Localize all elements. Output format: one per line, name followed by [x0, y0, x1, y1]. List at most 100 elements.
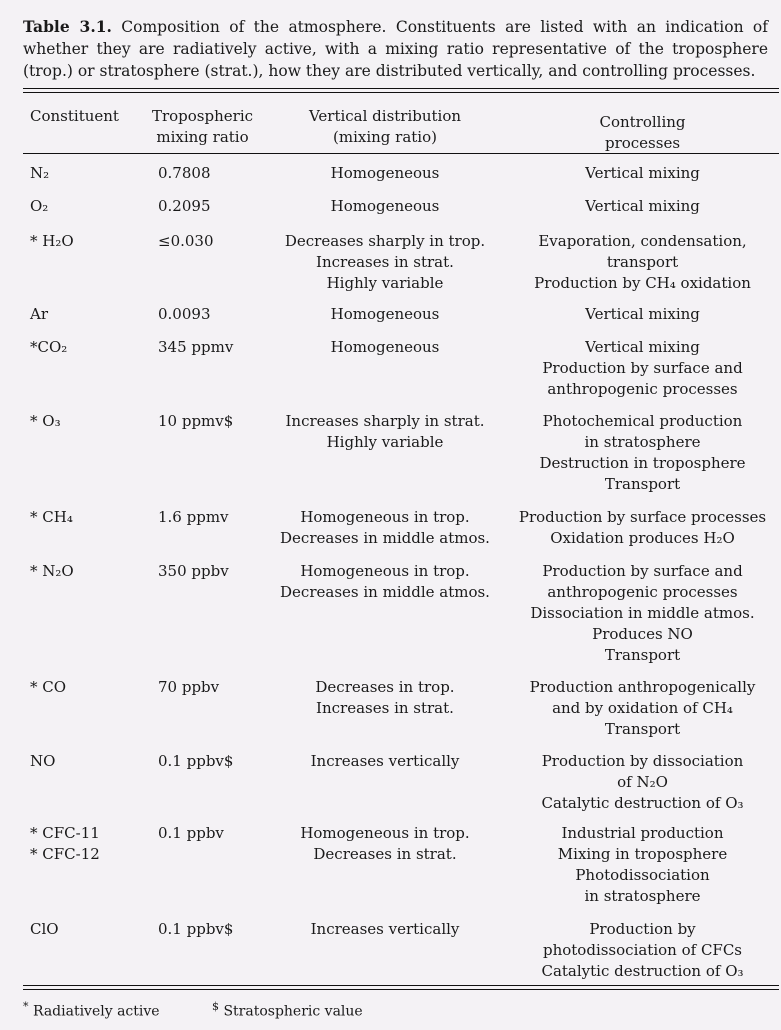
footnote-radiative: * Radiatively active	[23, 1000, 160, 1020]
mixing-ratio-cell-line: 0.1 ppbv	[158, 824, 224, 842]
constituent-cell: N₂	[30, 163, 49, 184]
mixing-ratio-cell: 0.1 ppbv	[158, 823, 224, 844]
footnote-stratospheric: $ Stratospheric value	[212, 1000, 363, 1020]
vertical-distribution-cell-line: Homogeneous in trop.	[300, 508, 470, 526]
mixing-ratio-cell: 0.2095	[158, 196, 211, 217]
controlling-processes-cell-line: of N₂O	[617, 773, 668, 791]
mixing-ratio-cell-line: 1.6 ppmv	[158, 508, 229, 526]
vertical-distribution-cell-line: Decreases in middle atmos.	[280, 583, 490, 601]
constituent-cell: * CO	[30, 677, 66, 698]
controlling-processes-cell: Vertical mixing	[505, 304, 780, 325]
mixing-ratio-cell-line: 0.1 ppbv$	[158, 752, 234, 770]
controlling-processes-cell-line: Production by CH₄ oxidation	[534, 274, 751, 292]
constituent-cell-line: * N₂O	[30, 562, 74, 580]
constituent-cell: * H₂O	[30, 231, 74, 252]
vertical-distribution-cell-line: Homogeneous	[330, 197, 440, 215]
header-controlling-line: processes	[604, 134, 681, 152]
caption-text: Composition of the atmosphere. Constitue…	[23, 18, 768, 80]
vertical-distribution-cell-line: Decreases sharply in trop.	[284, 232, 486, 250]
vertical-distribution-cell-line: Homogeneous	[330, 305, 440, 323]
controlling-processes-cell-line: Catalytic destruction of O₃	[541, 794, 744, 812]
table-caption: Table 3.1. Composition of the atmosphere…	[23, 16, 768, 82]
mixing-ratio-cell: 70 ppbv	[158, 677, 219, 698]
constituent-cell-line: * CH₄	[30, 508, 73, 526]
controlling-processes-cell-line: Oxidation produces H₂O	[550, 529, 735, 547]
controlling-processes-cell-line: Destruction in troposphere	[539, 454, 746, 472]
vertical-distribution-cell-line: Homogeneous in trop.	[300, 562, 470, 580]
controlling-processes-cell-line: Transport	[604, 646, 681, 664]
header-mixing: Tropospheric mixing ratio	[140, 106, 265, 148]
header-rule	[23, 153, 779, 154]
controlling-processes-cell-line: and by oxidation of CH₄	[552, 699, 733, 717]
constituent-cell-line: N₂	[30, 164, 50, 182]
controlling-processes-cell: Vertical mixing	[505, 196, 780, 217]
constituent-cell-line: * H₂O	[30, 232, 74, 250]
vertical-distribution-cell: Homogeneous in trop. Decreases in middle …	[265, 507, 505, 549]
mixing-ratio-cell-line: 345 ppmv	[158, 338, 234, 356]
mixing-ratio-cell-line: 0.2095	[158, 197, 211, 215]
constituent-cell: O₂	[30, 196, 48, 217]
controlling-processes-cell-line: transport	[606, 253, 679, 271]
controlling-processes-cell-line: Vertical mixing	[585, 197, 700, 215]
controlling-processes-cell-line: Transport	[604, 720, 681, 738]
constituent-cell-line: * CFC-12	[30, 845, 100, 863]
vertical-distribution-cell: Homogeneous	[265, 196, 505, 217]
vertical-distribution-cell-line: Decreases in trop.	[315, 678, 455, 696]
vertical-distribution-cell-line: Homogeneous in trop.	[300, 824, 470, 842]
footnote-star-text: Radiatively active	[32, 1003, 160, 1020]
vertical-distribution-cell: Homogeneous	[265, 163, 505, 184]
constituent-cell: * N₂O	[30, 561, 74, 582]
bottom-rule	[23, 985, 779, 986]
controlling-processes-cell-line: Production by	[589, 920, 696, 938]
mixing-ratio-cell-line: 10 ppmv$	[158, 412, 234, 430]
mixing-ratio-cell-line: 70 ppbv	[158, 678, 220, 696]
controlling-processes-cell: Production anthropogenically and by oxida…	[505, 677, 780, 740]
mixing-ratio-cell: 350 ppbv	[158, 561, 229, 582]
controlling-processes-cell-line: anthropogenic processes	[547, 380, 738, 398]
vertical-distribution-cell-line: Decreases in strat.	[313, 845, 457, 863]
vertical-distribution-cell-line: Homogeneous	[330, 164, 440, 182]
controlling-processes-cell: Production by photodissociation of CFCs Ca…	[505, 919, 780, 982]
vertical-distribution-cell: Homogeneous	[265, 304, 505, 325]
top-rule	[23, 88, 779, 89]
controlling-processes-cell-line: Vertical mixing	[585, 338, 700, 356]
constituent-cell: Ar	[30, 304, 48, 325]
vertical-distribution-cell: Homogeneous in trop. Decreases in middle …	[265, 561, 505, 603]
controlling-processes-cell-line: Evaporation, condensation,	[538, 232, 747, 250]
footnote-dollar: $	[212, 1000, 219, 1013]
vertical-distribution-cell-line: Increases in strat.	[316, 699, 454, 717]
controlling-processes-cell-line: Transport	[604, 475, 681, 493]
constituent-cell-line: NO	[30, 752, 56, 770]
constituent-cell-line: * O₃	[30, 412, 61, 430]
controlling-processes-cell: Vertical mixing	[505, 163, 780, 184]
controlling-processes-cell: Vertical mixing Production by surface and…	[505, 337, 780, 400]
vertical-distribution-cell: Decreases sharply in trop. Increases in s…	[265, 231, 505, 294]
constituent-cell: * O₃	[30, 411, 61, 432]
vertical-distribution-cell-line: Increases vertically	[310, 920, 460, 938]
constituent-cell: * CFC-11 * CFC-12	[30, 823, 100, 865]
controlling-processes-cell: Production by surface processes Oxidation…	[505, 507, 780, 549]
controlling-processes-cell-line: Dissociation in middle atmos.	[530, 604, 755, 622]
mixing-ratio-cell: 1.6 ppmv	[158, 507, 229, 528]
controlling-processes-cell: Evaporation, condensation, transport Produ…	[505, 231, 780, 294]
controlling-processes-cell-line: Catalytic destruction of O₃	[541, 962, 744, 980]
constituent-cell-line: * CO	[30, 678, 67, 696]
controlling-processes-cell-line: Production by surface and	[542, 562, 743, 580]
controlling-processes-cell: Industrial production Mixing in troposphe…	[505, 823, 780, 907]
controlling-processes-cell-line: Photodissociation	[575, 866, 710, 884]
controlling-processes-cell-line: Production by surface and	[542, 359, 743, 377]
controlling-processes-cell-line: Production by dissociation	[541, 752, 744, 770]
controlling-processes-cell-line: Photochemical production	[542, 412, 743, 430]
controlling-processes-cell-line: in stratosphere	[584, 887, 701, 905]
header-mixing-line: mixing ratio	[156, 128, 249, 146]
controlling-processes-cell-line: Industrial production	[561, 824, 724, 842]
mixing-ratio-cell-line: 350 ppbv	[158, 562, 229, 580]
mixing-ratio-cell: 10 ppmv$	[158, 411, 233, 432]
vertical-distribution-cell-line: Highly variable	[326, 274, 444, 292]
vertical-distribution-cell-line: Increases in strat.	[316, 253, 454, 271]
vertical-distribution-cell-line: Highly variable	[326, 433, 444, 451]
header-vertical-line: (mixing ratio)	[333, 128, 437, 146]
controlling-processes-cell: Production by dissociation of N₂O Catalyti…	[505, 751, 780, 814]
vertical-distribution-cell: Decreases in trop. Increases in strat.	[265, 677, 505, 719]
controlling-processes-cell: Production by surface and anthropogenic p…	[505, 561, 780, 666]
